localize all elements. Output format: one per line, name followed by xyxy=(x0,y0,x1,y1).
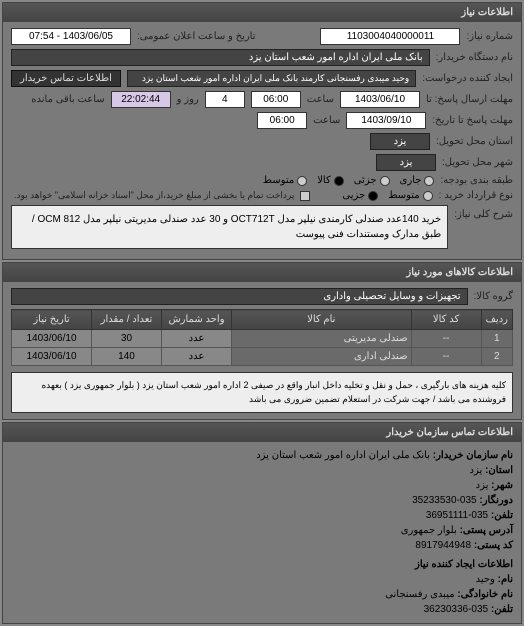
city-line: شهر: یزد xyxy=(11,478,513,493)
address-line: آدرس پستی: بلوار جمهوری xyxy=(11,523,513,538)
deadline-open-label: مهلت پاسخ تا تاریخ: xyxy=(432,115,513,126)
contact-phone-line: تلفن: 035-36230336 xyxy=(11,602,513,617)
days-label: روز و xyxy=(177,94,199,105)
need-info-panel: اطلاعات نیاز شماره نیاز: 110300404000001… xyxy=(2,2,522,260)
contact-name-line: نام: وحید xyxy=(11,572,513,587)
goods-note: کلیه هزینه های بارگیری ، حمل و نقل و تخل… xyxy=(11,372,513,413)
radio-icon xyxy=(423,191,433,201)
goods-table: ردیف کد کالا نام کالا واحد شمارش تعداد /… xyxy=(11,309,513,366)
table-header-row: ردیف کد کالا نام کالا واحد شمارش تعداد /… xyxy=(12,310,513,330)
org-line: نام سازمان خریدار: بانک ملی ایران اداره … xyxy=(11,448,513,463)
delivery-city-value: یزد xyxy=(376,154,436,171)
budget-option-1[interactable]: جزئی xyxy=(354,175,390,186)
deadline-send-date: 1403/06/10 xyxy=(340,91,420,108)
table-row: 2 -- صندلی اداری عدد 140 1403/06/10 xyxy=(12,348,513,366)
state-line: استان: یزد xyxy=(11,463,513,478)
deadline-send-label: مهلت ارسال پاسخ: تا xyxy=(426,94,513,105)
announce-label: تاریخ و ساعت اعلان عمومی: xyxy=(137,31,256,42)
panel3-header: اطلاعات تماس سازمان خریدار xyxy=(3,423,521,442)
panel2-header: اطلاعات کالاهای مورد نیاز xyxy=(3,263,521,282)
radio-icon xyxy=(334,176,344,186)
desc-text: خرید 140عدد صندلی کارمندی نیلپر مدل OCT7… xyxy=(11,205,448,249)
announce-value: 1403/06/05 - 07:54 xyxy=(11,28,131,45)
requester-value: وحید میبدی رفسنجانی کارمند بانک ملی ایرا… xyxy=(127,70,416,87)
budget-label: طبقه بندی بودجه: xyxy=(440,175,513,186)
requester-label: ایجاد کننده درخواست: xyxy=(422,73,513,84)
group-value: تجهیزات و وسایل تحصیلی واداری xyxy=(11,288,468,305)
contact-lastname-line: نام خانوادگی: میبدی رفسنجانی xyxy=(11,587,513,602)
deadline-open-time: 06:00 xyxy=(257,112,307,129)
panel1-body: شماره نیاز: 1103004040000011 تاریخ و ساع… xyxy=(3,22,521,259)
delivery-city-label: شهر محل تحویل: xyxy=(442,157,513,168)
panel3-body: نام سازمان خریدار: بانک ملی ایران اداره … xyxy=(3,442,521,623)
budget-radio-group: جاری جزئی کالا متوسط xyxy=(263,175,435,186)
deadline-send-time: 06:00 xyxy=(251,91,301,108)
contract-radio-group: متوسط جزیی xyxy=(342,190,432,201)
radio-icon xyxy=(368,191,378,201)
budget-option-3[interactable]: متوسط xyxy=(263,175,307,186)
budget-option-0[interactable]: جاری xyxy=(400,175,435,186)
radio-icon xyxy=(380,176,390,186)
phone-line: تلفن: 035-36951111 xyxy=(11,508,513,523)
request-no-value: 1103004040000011 xyxy=(320,28,460,45)
payment-checkbox-label: پرداخت تمام یا بخشی از مبلغ خرید،از محل … xyxy=(14,190,294,201)
contact-buyer-button[interactable]: اطلاعات تماس خریدار xyxy=(11,70,121,87)
panel1-header: اطلاعات نیاز xyxy=(3,3,521,22)
contact-subtitle: اطلاعات ایجاد کننده نیاز xyxy=(11,557,513,572)
postal-line: کد پستی: 8917944948 xyxy=(11,538,513,553)
deadline-open-date: 1403/09/10 xyxy=(346,112,426,129)
time-label-1: ساعت xyxy=(307,94,334,105)
days-count: 4 xyxy=(205,91,245,108)
col-date: تاریخ نیاز xyxy=(12,310,92,330)
group-label: گروه کالا: xyxy=(474,291,513,302)
col-name: نام کالا xyxy=(232,310,412,330)
delivery-state-value: یزد xyxy=(370,133,430,150)
contract-option-0[interactable]: متوسط xyxy=(388,190,432,201)
request-no-label: شماره نیاز: xyxy=(466,31,513,42)
radio-icon xyxy=(297,176,307,186)
remaining-time: 22:02:44 xyxy=(111,91,171,108)
time-label-2: ساعت xyxy=(313,115,340,126)
col-unit: واحد شمارش xyxy=(162,310,232,330)
contract-option-1[interactable]: جزیی xyxy=(342,190,378,201)
col-qty: تعداد / مقدار xyxy=(92,310,162,330)
panel2-body: گروه کالا: تجهیزات و وسایل تحصیلی واداری… xyxy=(3,282,521,419)
table-row: 1 -- صندلی مدیریتی عدد 30 1403/06/10 xyxy=(12,330,513,348)
contract-label: نوع قرارداد خرید : xyxy=(439,190,513,201)
buyer-value: بانک ملی ایران اداره امور شعب استان یزد xyxy=(11,49,430,66)
payment-checkbox[interactable] xyxy=(300,191,310,201)
desc-label: شرح کلی نیاز: xyxy=(454,205,513,220)
goods-info-panel: اطلاعات کالاهای مورد نیاز گروه کالا: تجه… xyxy=(2,262,522,420)
col-index: ردیف xyxy=(481,310,512,330)
col-code: کد کالا xyxy=(411,310,481,330)
delivery-state-label: استان محل تحویل: xyxy=(436,136,513,147)
fax-line: دورنگار: 035-35233530 xyxy=(11,493,513,508)
radio-icon xyxy=(424,176,434,186)
buyer-contact-panel: اطلاعات تماس سازمان خریدار نام سازمان خر… xyxy=(2,422,522,624)
budget-option-2[interactable]: کالا xyxy=(317,175,344,186)
buyer-label: نام دستگاه خریدار: xyxy=(436,52,513,63)
remaining-label: ساعت باقی مانده xyxy=(31,94,104,105)
